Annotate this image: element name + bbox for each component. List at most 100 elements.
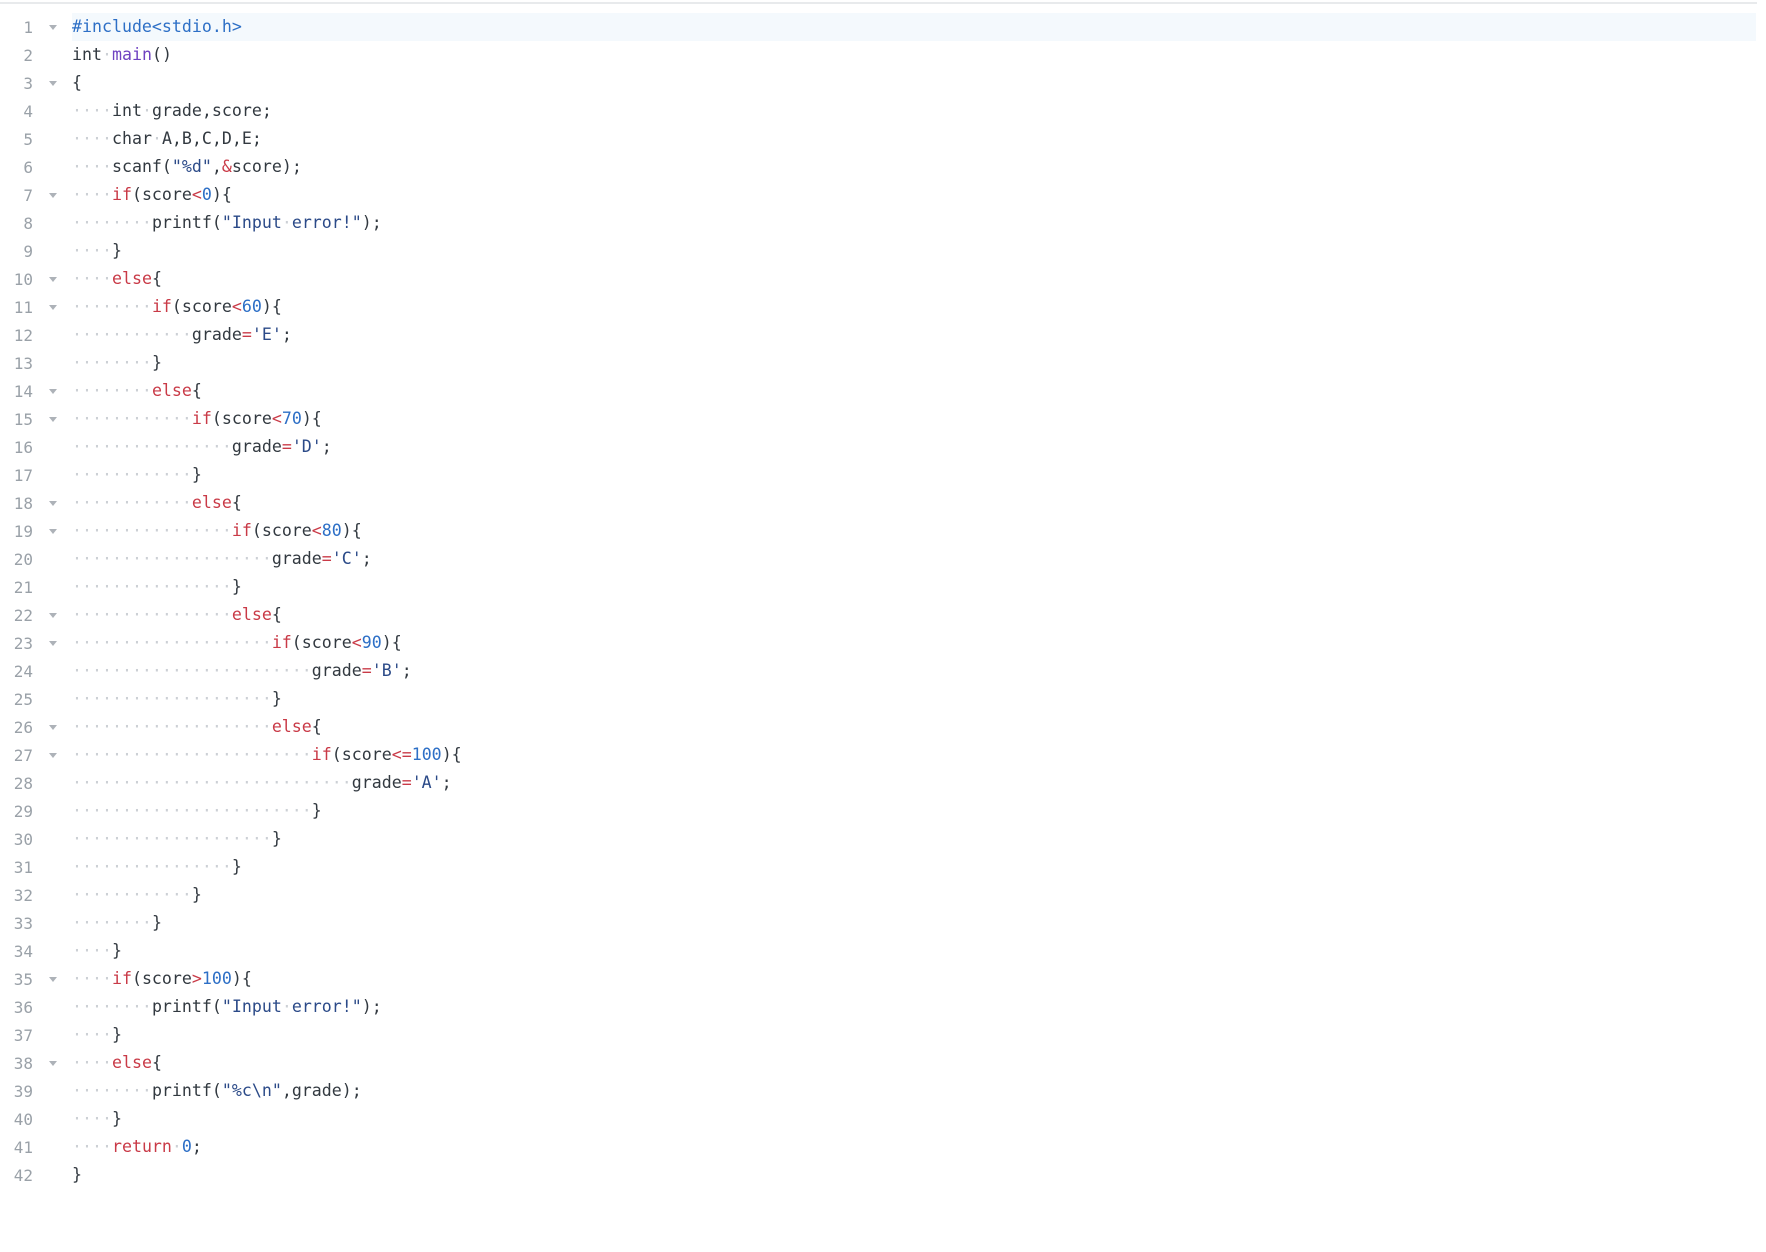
code-line-content[interactable]: ····················} xyxy=(72,685,1756,713)
line-number[interactable]: 35 xyxy=(13,969,33,989)
code-line-content[interactable]: ············} xyxy=(72,881,1756,909)
line-number[interactable]: 26 xyxy=(13,717,33,737)
code-line-content[interactable]: ········if(score<60){ xyxy=(72,293,1756,321)
code-line-content[interactable]: ········printf("%c\n",grade); xyxy=(72,1077,1756,1105)
line-number[interactable]: 9 xyxy=(23,241,33,261)
line-number[interactable]: 2 xyxy=(23,45,33,65)
code-line-content[interactable]: ····························grade='A'; xyxy=(72,769,1756,797)
fold-arrow-icon[interactable] xyxy=(33,724,72,730)
line-number[interactable]: 22 xyxy=(13,605,33,625)
line-number[interactable]: 6 xyxy=(23,157,33,177)
fold-arrow-icon[interactable] xyxy=(33,640,72,646)
code-line-content[interactable]: ····int·grade,score; xyxy=(72,97,1756,125)
code-line-content[interactable]: ····················else{ xyxy=(72,713,1756,741)
fold-arrow-icon[interactable] xyxy=(33,976,72,982)
code-line-content[interactable]: ················} xyxy=(72,853,1756,881)
line-number[interactable]: 12 xyxy=(13,325,33,345)
fold-arrow-icon[interactable] xyxy=(33,752,72,758)
code-line-content[interactable]: ····················grade='C'; xyxy=(72,545,1756,573)
line-number[interactable]: 28 xyxy=(13,773,33,793)
code-line-content[interactable]: #include<stdio.h> xyxy=(72,13,1756,41)
line-number[interactable]: 20 xyxy=(13,549,33,569)
fold-arrow-icon[interactable] xyxy=(33,192,72,198)
fold-arrow-icon[interactable] xyxy=(33,276,72,282)
line-number[interactable]: 18 xyxy=(13,493,33,513)
line-number[interactable]: 41 xyxy=(13,1137,33,1157)
line-number[interactable]: 23 xyxy=(13,633,33,653)
code-line-content[interactable]: ····else{ xyxy=(72,265,1756,293)
code-line-content[interactable]: ········printf("Input·error!"); xyxy=(72,993,1756,1021)
code-line-content[interactable]: ············} xyxy=(72,461,1756,489)
code-line-content[interactable]: ····} xyxy=(72,937,1756,965)
line-number[interactable]: 37 xyxy=(13,1025,33,1045)
line-number[interactable]: 34 xyxy=(13,941,33,961)
code-line-content[interactable]: ····} xyxy=(72,237,1756,265)
line-number[interactable]: 8 xyxy=(23,213,33,233)
fold-arrow-icon[interactable] xyxy=(33,24,72,30)
line-number[interactable]: 1 xyxy=(23,17,33,37)
line-number[interactable]: 11 xyxy=(13,297,33,317)
line-number[interactable]: 15 xyxy=(13,409,33,429)
code-line-content[interactable]: ········} xyxy=(72,349,1756,377)
line-number[interactable]: 32 xyxy=(13,885,33,905)
code-line-content[interactable]: ················grade='D'; xyxy=(72,433,1756,461)
line-number[interactable]: 7 xyxy=(23,185,33,205)
line-number[interactable]: 33 xyxy=(13,913,33,933)
fold-arrow-icon[interactable] xyxy=(33,80,72,86)
code-line-content[interactable]: ········printf("Input·error!"); xyxy=(72,209,1756,237)
fold-arrow-icon[interactable] xyxy=(33,388,72,394)
code-line-content[interactable]: ········else{ xyxy=(72,377,1756,405)
line-number[interactable]: 21 xyxy=(13,577,33,597)
code-line-content[interactable]: ············if(score<70){ xyxy=(72,405,1756,433)
line-number[interactable]: 30 xyxy=(13,829,33,849)
line-number[interactable]: 4 xyxy=(23,101,33,121)
line-number[interactable]: 13 xyxy=(13,353,33,373)
code-line-content[interactable]: ················else{ xyxy=(72,601,1756,629)
code-line-content[interactable]: ····scanf("%d",&score); xyxy=(72,153,1756,181)
line-number[interactable]: 29 xyxy=(13,801,33,821)
code-line-content[interactable]: ····················} xyxy=(72,825,1756,853)
line-number[interactable]: 10 xyxy=(13,269,33,289)
fold-arrow-icon[interactable] xyxy=(33,304,72,310)
code-line-content[interactable]: { xyxy=(72,69,1756,97)
line-number[interactable]: 42 xyxy=(13,1165,33,1185)
code-line-content[interactable]: int·main() xyxy=(72,41,1756,69)
code-line-content[interactable]: } xyxy=(72,1161,1756,1189)
code-token-n: 100 xyxy=(411,745,442,764)
code-line-content[interactable]: ····if(score>100){ xyxy=(72,965,1756,993)
code-line-content[interactable]: ························if(score<=100){ xyxy=(72,741,1756,769)
code-line-content[interactable]: ········} xyxy=(72,909,1756,937)
code-line-content[interactable]: ············grade='E'; xyxy=(72,321,1756,349)
line-number[interactable]: 5 xyxy=(23,129,33,149)
code-line-content[interactable]: ····················if(score<90){ xyxy=(72,629,1756,657)
line-number[interactable]: 24 xyxy=(13,661,33,681)
fold-arrow-icon[interactable] xyxy=(33,1060,72,1066)
code-line-content[interactable]: ····} xyxy=(72,1021,1756,1049)
code-line-content[interactable]: ····if(score<0){ xyxy=(72,181,1756,209)
code-line-content[interactable]: ············else{ xyxy=(72,489,1756,517)
line-number[interactable]: 38 xyxy=(13,1053,33,1073)
fold-arrow-icon[interactable] xyxy=(33,528,72,534)
fold-arrow-icon[interactable] xyxy=(33,612,72,618)
line-number[interactable]: 14 xyxy=(13,381,33,401)
line-number[interactable]: 17 xyxy=(13,465,33,485)
code-line-content[interactable]: ························} xyxy=(72,797,1756,825)
line-number[interactable]: 40 xyxy=(13,1109,33,1129)
line-number[interactable]: 36 xyxy=(13,997,33,1017)
code-line-content[interactable]: ················if(score<80){ xyxy=(72,517,1756,545)
line-number[interactable]: 25 xyxy=(13,689,33,709)
code-line-content[interactable]: ················} xyxy=(72,573,1756,601)
code-line-content[interactable]: ····} xyxy=(72,1105,1756,1133)
line-number[interactable]: 19 xyxy=(13,521,33,541)
code-line-content[interactable]: ························grade='B'; xyxy=(72,657,1756,685)
line-number[interactable]: 27 xyxy=(13,745,33,765)
fold-arrow-icon[interactable] xyxy=(33,416,72,422)
code-line-content[interactable]: ····return·0; xyxy=(72,1133,1756,1161)
line-number[interactable]: 3 xyxy=(23,73,33,93)
code-line-content[interactable]: ····else{ xyxy=(72,1049,1756,1077)
line-number[interactable]: 16 xyxy=(13,437,33,457)
line-number[interactable]: 39 xyxy=(13,1081,33,1101)
fold-arrow-icon[interactable] xyxy=(33,500,72,506)
line-number[interactable]: 31 xyxy=(13,857,33,877)
code-line-content[interactable]: ····char·A,B,C,D,E; xyxy=(72,125,1756,153)
